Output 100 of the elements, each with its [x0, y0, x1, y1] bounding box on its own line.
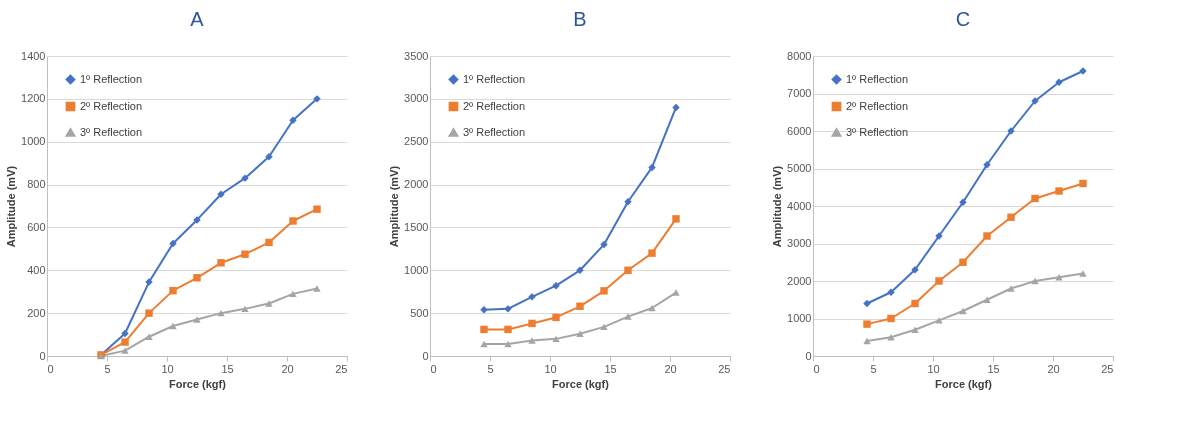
point — [528, 337, 536, 344]
chart-title: B — [573, 8, 587, 30]
x-tick-label: 25 — [718, 362, 731, 375]
x-tick-label: 15 — [604, 362, 617, 375]
point — [576, 330, 584, 337]
point — [552, 313, 560, 322]
x-axis-title: Force (kgf) — [552, 377, 610, 390]
point — [1055, 187, 1063, 195]
point — [193, 316, 201, 323]
point — [552, 282, 560, 290]
y-tick-label: 0 — [805, 349, 812, 362]
point — [1079, 179, 1087, 188]
point — [600, 323, 608, 331]
y-axis-title: Amplitude (mV) — [5, 165, 18, 248]
y-tick-label: 3000 — [787, 237, 812, 249]
legend-label: 2º Reflection — [846, 99, 909, 112]
point — [983, 232, 991, 240]
point — [911, 299, 919, 308]
point — [672, 103, 680, 112]
x-tick-label: 25 — [1101, 362, 1114, 375]
point — [863, 320, 871, 328]
y-tick-label: 7000 — [787, 87, 812, 99]
point — [1007, 213, 1015, 221]
point — [600, 287, 608, 295]
y-tick-label: 6000 — [787, 124, 812, 137]
y-tick-label: 2000 — [404, 178, 429, 191]
point — [648, 304, 656, 312]
x-tick-label: 5 — [104, 362, 111, 375]
point — [480, 340, 488, 348]
point — [169, 286, 177, 295]
y-tick-label: 3500 — [404, 49, 429, 62]
point — [624, 313, 632, 320]
x-tick-label: 15 — [987, 362, 1000, 375]
chart-title: A — [190, 8, 205, 30]
y-axis-title: Amplitude (mV) — [771, 165, 784, 248]
point — [265, 153, 273, 161]
y-tick-label: 2000 — [787, 274, 812, 287]
y-tick-label: 800 — [27, 178, 46, 191]
y-tick-label: 0 — [39, 349, 46, 362]
point — [241, 250, 249, 258]
point — [935, 277, 943, 285]
point — [648, 163, 656, 172]
point — [121, 347, 129, 354]
x-tick-label: 0 — [47, 362, 54, 375]
x-tick-label: 20 — [281, 362, 294, 375]
point — [1007, 285, 1015, 292]
x-tick-label: 0 — [813, 362, 820, 375]
y-tick-label: 4000 — [787, 199, 812, 212]
point — [313, 205, 321, 213]
x-tick-label: 0 — [430, 362, 437, 375]
point — [145, 333, 153, 340]
point — [600, 240, 608, 249]
x-tick-label: 25 — [335, 362, 348, 375]
y-tick-label: 5000 — [787, 162, 812, 174]
point — [217, 259, 225, 267]
point — [672, 215, 680, 223]
y-tick-label: 200 — [27, 306, 46, 319]
y-tick-label: 0 — [422, 349, 429, 362]
point — [169, 322, 177, 330]
x-tick-label: 10 — [161, 362, 174, 375]
y-tick-label: 1400 — [21, 49, 46, 62]
point — [528, 319, 536, 328]
point — [480, 306, 488, 314]
point — [552, 335, 560, 343]
point — [672, 289, 680, 296]
point — [193, 274, 201, 282]
point — [959, 307, 967, 315]
y-tick-label: 400 — [27, 263, 46, 276]
point — [863, 337, 871, 345]
legend-label: 3º Reflection — [80, 125, 143, 138]
point — [265, 238, 273, 247]
point — [959, 258, 967, 266]
point — [863, 299, 871, 308]
y-tick-label: 1000 — [21, 135, 46, 148]
point — [289, 290, 297, 298]
legend-label: 2º Reflection — [80, 99, 143, 112]
point — [624, 198, 632, 206]
legend-label: 3º Reflection — [846, 125, 909, 138]
legend-label: 1º Reflection — [846, 72, 909, 85]
x-tick-label: 15 — [221, 362, 234, 375]
point — [576, 302, 584, 310]
point — [648, 249, 656, 257]
y-tick-label: 8000 — [787, 49, 812, 62]
point — [887, 314, 895, 323]
y-tick-label: 1000 — [404, 263, 429, 276]
legend-label: 1º Reflection — [80, 72, 143, 85]
point — [911, 326, 919, 333]
y-tick-label: 2500 — [404, 135, 429, 148]
point — [504, 340, 512, 348]
point — [935, 317, 943, 324]
x-tick-label: 10 — [544, 362, 557, 375]
x-tick-label: 5 — [870, 362, 877, 375]
point — [1031, 277, 1039, 285]
point — [145, 309, 153, 317]
x-tick-label: 5 — [487, 362, 494, 375]
legend-label: 2º Reflection — [463, 99, 526, 112]
point — [169, 239, 177, 248]
legend-label: 3º Reflection — [463, 125, 526, 138]
point — [480, 325, 488, 334]
y-tick-label: 500 — [410, 306, 429, 319]
